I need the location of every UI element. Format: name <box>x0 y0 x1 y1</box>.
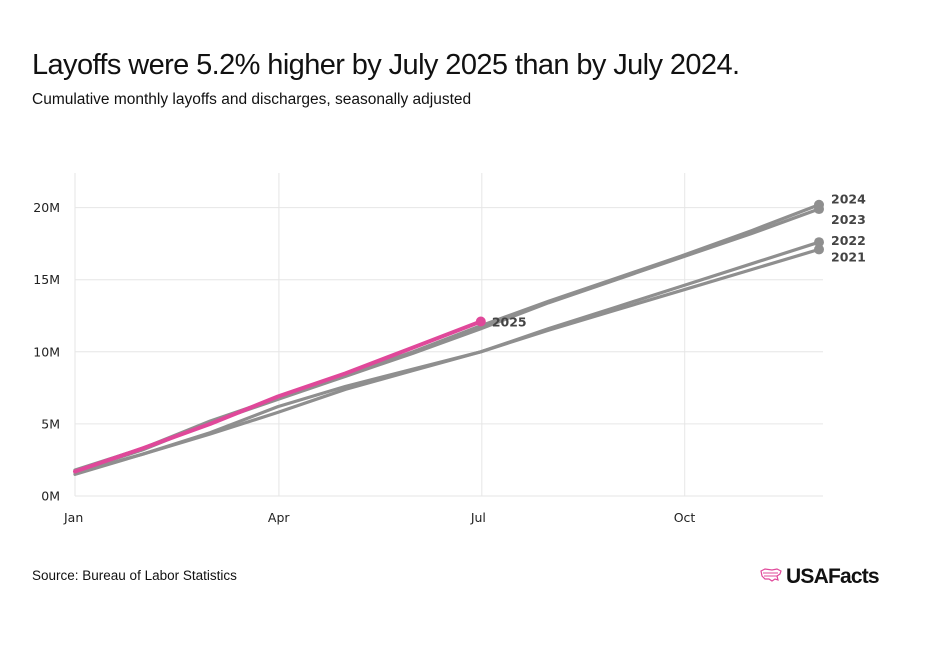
x-tick-label: Jan <box>63 510 83 525</box>
us-map-icon <box>760 567 782 588</box>
x-tick-label: Oct <box>674 510 696 525</box>
series-label-2025: 2025 <box>492 315 527 330</box>
horizontal-gridlines <box>75 207 823 497</box>
usafacts-logo[interactable]: USAFacts <box>760 565 880 589</box>
logo-text: USAFacts <box>786 565 880 588</box>
y-axis-labels: 0M 5M 10M 15M 20M <box>33 200 60 503</box>
vertical-gridlines <box>74 173 686 496</box>
chart-subtitle: Cumulative monthly layoffs and discharge… <box>32 91 472 108</box>
series-label-2022: 2022 <box>831 233 866 248</box>
x-tick-label: Apr <box>268 510 290 525</box>
series-label-2024: 2024 <box>831 192 866 207</box>
series-endpoint-2024 <box>814 199 824 210</box>
y-tick-label: 10M <box>33 344 60 359</box>
y-tick-label: 15M <box>33 272 60 287</box>
series-line-2024 <box>73 203 821 472</box>
series-label-2021: 2021 <box>831 249 866 264</box>
y-tick-label: 0M <box>41 489 60 504</box>
source-note: Source: Bureau of Labor Statistics <box>32 568 237 583</box>
series-endpoint-2025 <box>475 316 486 327</box>
series-endpoint-2022 <box>814 237 824 248</box>
chart-title: Layoffs were 5.2% higher by July 2025 th… <box>32 49 740 81</box>
series-lines <box>73 199 824 476</box>
y-tick-label: 20M <box>33 200 60 215</box>
y-tick-label: 5M <box>41 416 60 431</box>
series-line-2022 <box>73 240 821 475</box>
series-label-2023: 2023 <box>831 212 866 227</box>
series-line-2025 <box>73 319 483 474</box>
x-tick-label: Jul <box>470 510 486 525</box>
series-endpoint-2021 <box>814 244 824 255</box>
x-axis-labels: Jan Apr Jul Oct <box>63 510 695 525</box>
